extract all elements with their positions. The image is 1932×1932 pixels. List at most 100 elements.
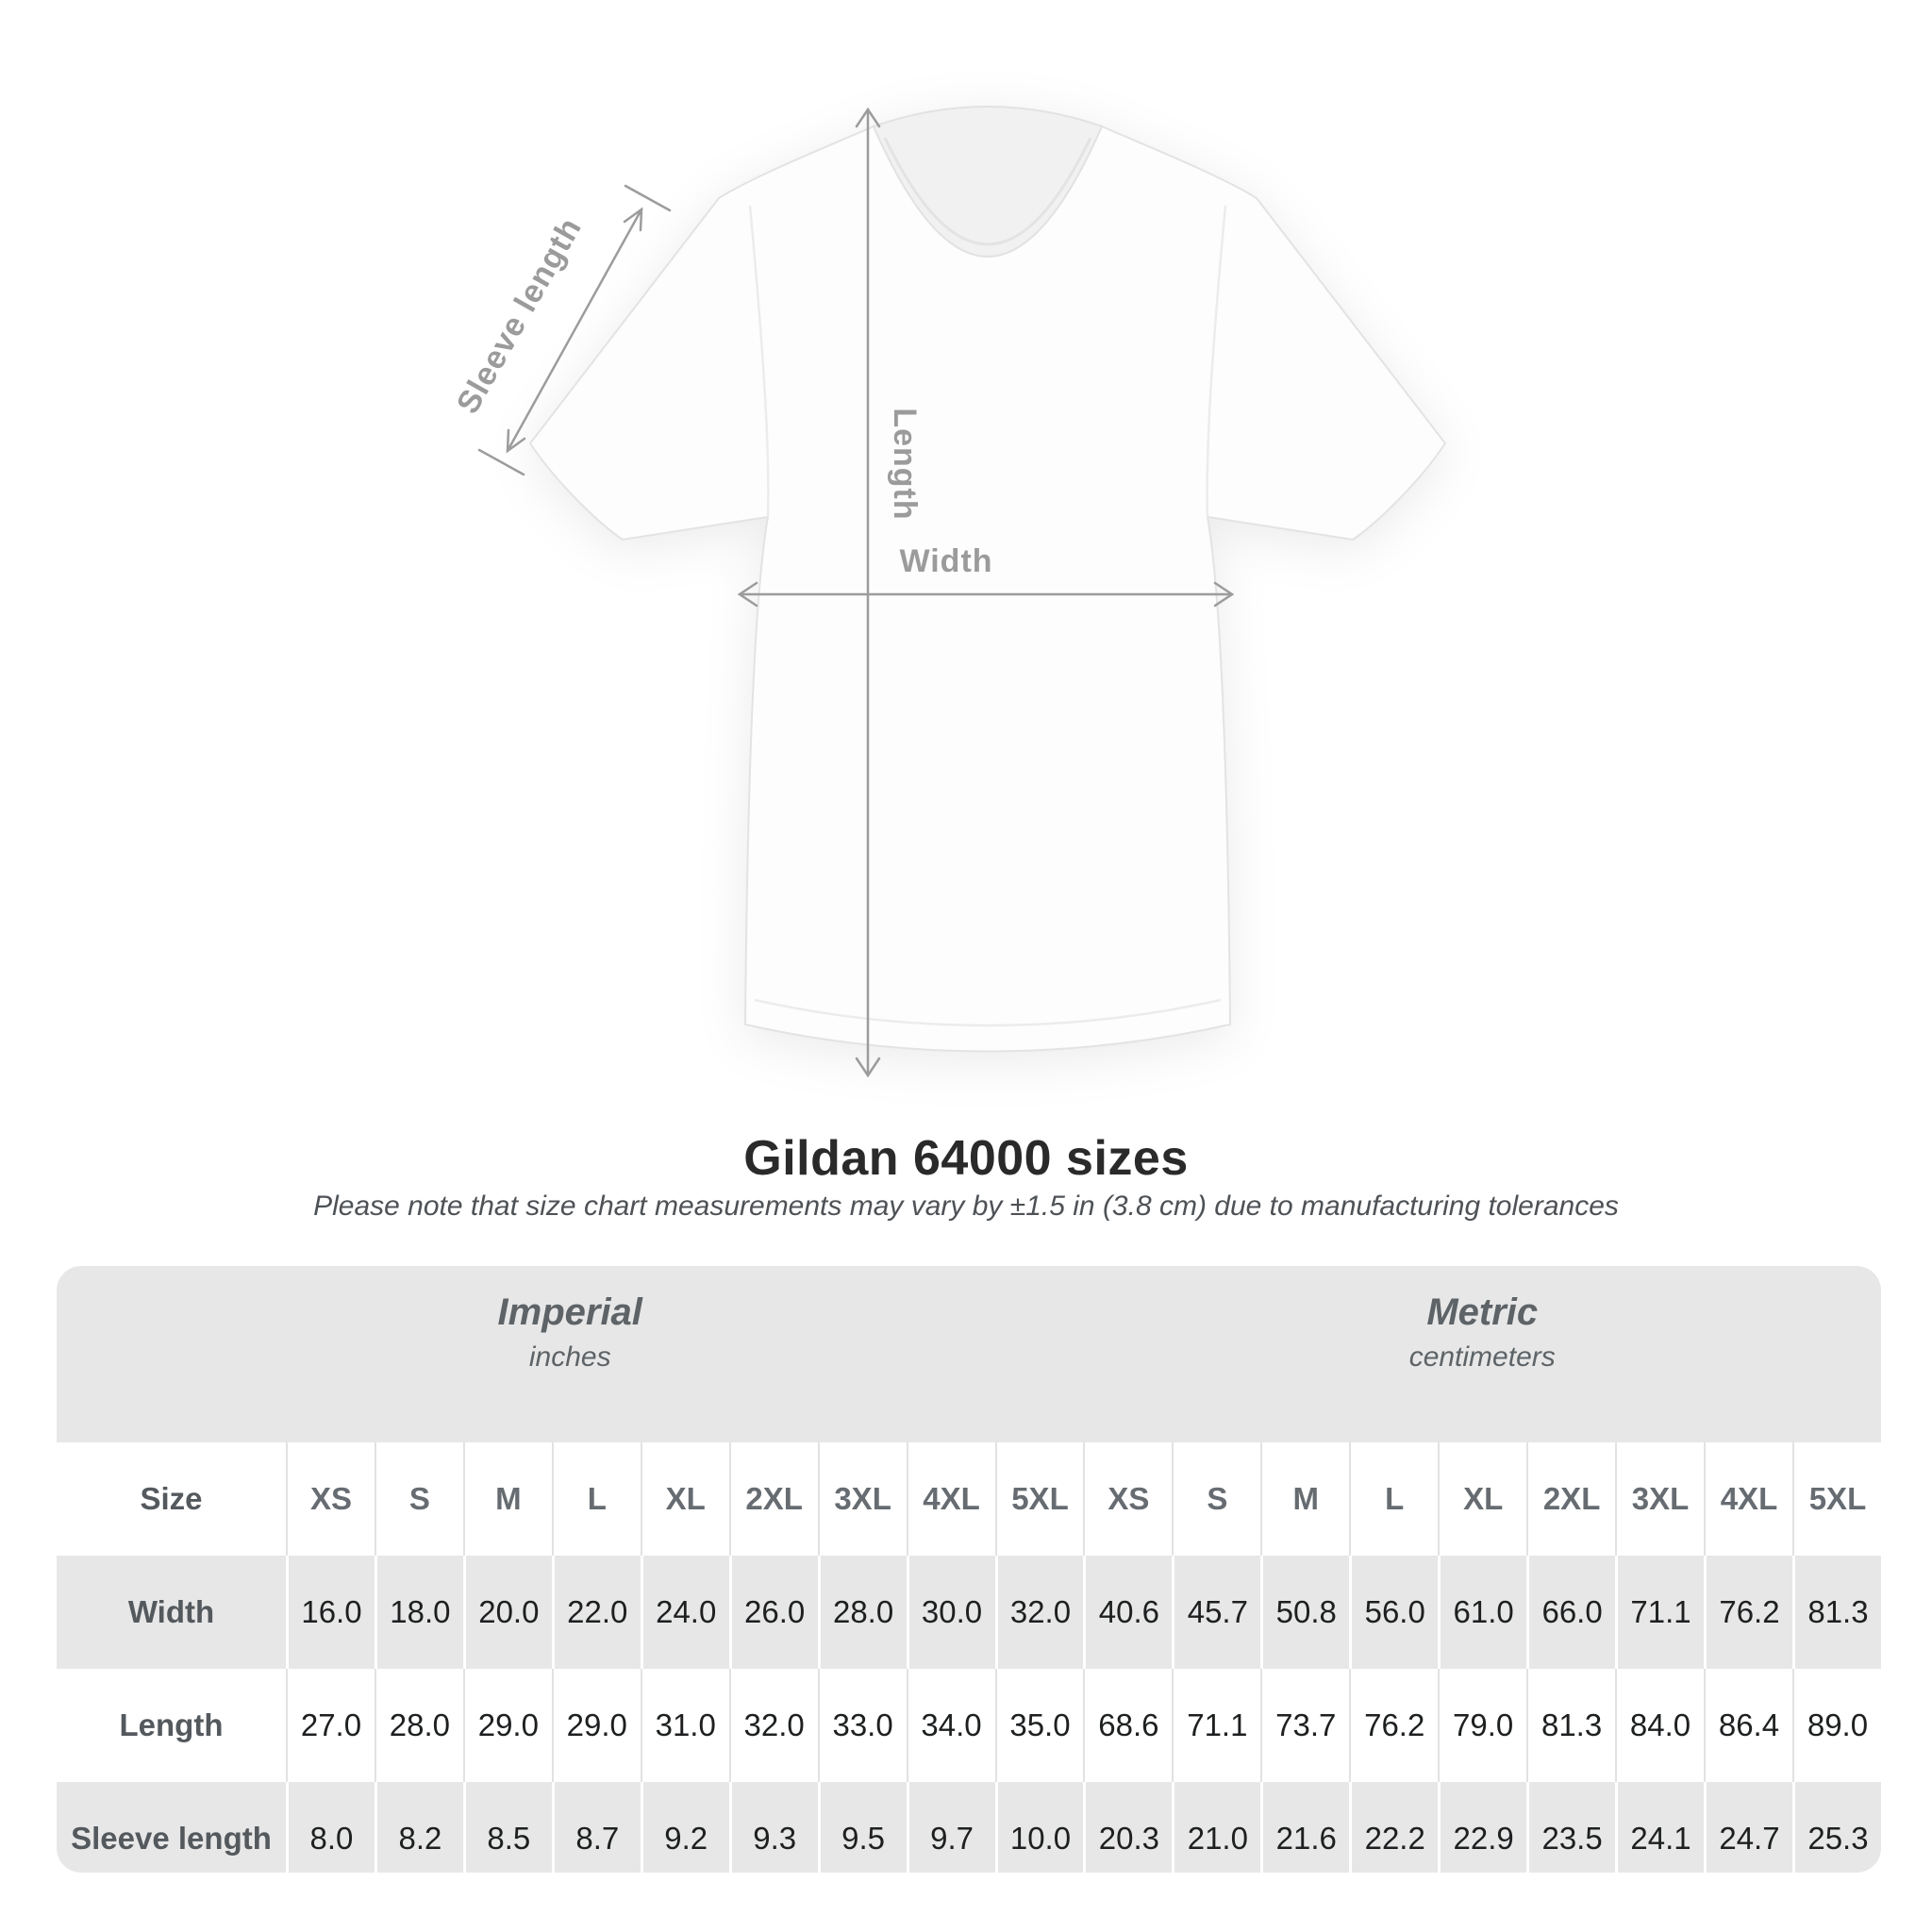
- row-label-width: Width: [127, 1594, 215, 1629]
- size-cell: 10.0: [994, 1782, 1084, 1873]
- tshirt-measurement-diagram: Length Width Sleeve length: [450, 106, 1447, 1078]
- size-cell: 24.0: [640, 1556, 729, 1669]
- size-cell: 22.2: [1349, 1782, 1438, 1873]
- page-title: Gildan 64000 sizes: [743, 1131, 1189, 1186]
- width-label: Width: [899, 543, 992, 579]
- imperial-group-header: Imperial inches: [57, 1266, 1084, 1442]
- length-row: Length 27.0 28.0 29.0 29.0 31.0 32.0 33.…: [57, 1669, 1881, 1782]
- size-col-header: 4XL: [1704, 1442, 1792, 1556]
- size-cell: 71.1: [1172, 1669, 1260, 1782]
- size-cell: 21.6: [1260, 1782, 1349, 1873]
- size-cell: 66.0: [1526, 1556, 1615, 1669]
- tshirt-right-sleeve-seam: [1206, 205, 1227, 518]
- tshirt-body: [528, 125, 1447, 1053]
- size-col-header: 3XL: [817, 1442, 907, 1556]
- size-cell: 9.2: [640, 1782, 729, 1873]
- size-col-header: 2XL: [728, 1442, 818, 1556]
- size-col-header: XL: [1438, 1442, 1526, 1556]
- size-col-header: XL: [640, 1442, 729, 1556]
- size-cell: 31.0: [640, 1669, 729, 1782]
- size-cell: 86.4: [1704, 1669, 1792, 1782]
- size-cell: 22.0: [551, 1556, 641, 1669]
- size-cell: 71.1: [1615, 1556, 1704, 1669]
- size-cell: 50.8: [1260, 1556, 1349, 1669]
- metric-group-unit: centimeters: [1408, 1341, 1556, 1373]
- size-cell: 24.7: [1704, 1782, 1792, 1873]
- size-cell: 8.7: [551, 1782, 641, 1873]
- size-cell: 32.0: [994, 1556, 1084, 1669]
- tshirt-left-sleeve-seam: [748, 205, 770, 518]
- length-arrowhead-bottom: [855, 1057, 881, 1078]
- size-cell: 81.3: [1526, 1669, 1615, 1782]
- width-arrowhead-left: [737, 581, 758, 608]
- size-cell: 84.0: [1615, 1669, 1704, 1782]
- size-col-header: L: [551, 1442, 641, 1556]
- size-col-header: L: [1349, 1442, 1438, 1556]
- size-cell: 34.0: [906, 1669, 995, 1782]
- imperial-group-label: Imperial: [497, 1291, 642, 1333]
- size-cell: 76.2: [1704, 1556, 1792, 1669]
- size-cell: 79.0: [1438, 1669, 1526, 1782]
- size-cell: 20.0: [462, 1556, 552, 1669]
- sleeve-extension-tick-bottom: [477, 448, 525, 476]
- size-col-header: 3XL: [1615, 1442, 1704, 1556]
- sleeve-arrowhead-top: [623, 207, 643, 232]
- tshirt-collar-opening: [872, 106, 1104, 258]
- size-col-header: 4XL: [906, 1442, 995, 1556]
- size-col-header: M: [462, 1442, 552, 1556]
- size-header-row: Size XS S M L XL 2XL 3XL 4XL 5XL XS S M …: [57, 1442, 1881, 1556]
- size-cell: 27.0: [286, 1669, 375, 1782]
- size-cell: 21.0: [1172, 1782, 1260, 1873]
- size-cell: 25.3: [1791, 1782, 1881, 1873]
- size-cell: 8.2: [374, 1782, 463, 1873]
- size-cell: 30.0: [906, 1556, 995, 1669]
- metric-group-label: Metric: [1426, 1291, 1539, 1333]
- tshirt-hem-stitch: [754, 998, 1222, 1027]
- size-cell: 20.3: [1083, 1782, 1172, 1873]
- size-col-header: 5XL: [1791, 1442, 1881, 1556]
- sleeve-length-label: Sleeve length: [450, 211, 589, 420]
- sleeve-arrowhead-bottom: [506, 428, 526, 454]
- size-cell: 23.5: [1526, 1782, 1615, 1873]
- size-col-header: S: [1172, 1442, 1260, 1556]
- size-cell: 9.3: [728, 1782, 818, 1873]
- length-label: Length: [887, 408, 923, 520]
- size-cell: 18.0: [374, 1556, 463, 1669]
- length-arrowhead-top: [855, 107, 881, 128]
- size-cell: 29.0: [551, 1669, 641, 1782]
- sleeve-extension-tick-top: [624, 184, 672, 212]
- size-cell: 35.0: [994, 1669, 1084, 1782]
- row-label-sleeve-length: Sleeve length: [71, 1821, 272, 1856]
- imperial-group-unit: inches: [528, 1341, 611, 1373]
- size-cell: 29.0: [462, 1669, 552, 1782]
- unit-group-header-row: Imperial inches Metric centimeters: [57, 1266, 1881, 1442]
- size-chart-table: Imperial inches Metric centimeters Size …: [57, 1266, 1881, 1873]
- size-cell: 40.6: [1083, 1556, 1172, 1669]
- tshirt-graphic: [528, 106, 1447, 1053]
- size-chart-table-container: Imperial inches Metric centimeters Size …: [57, 1266, 1881, 1873]
- size-cell: 89.0: [1791, 1669, 1881, 1782]
- tolerance-note: Please note that size chart measurements…: [313, 1191, 1619, 1222]
- size-cell: 16.0: [286, 1556, 375, 1669]
- width-arrowhead-right: [1213, 581, 1235, 608]
- size-cell: 9.5: [817, 1782, 907, 1873]
- size-col-header: XS: [286, 1442, 375, 1556]
- tshirt-collar-band: [883, 137, 1092, 246]
- size-cell: 76.2: [1349, 1669, 1438, 1782]
- width-row: Width 16.0 18.0 20.0 22.0 24.0 26.0 28.0…: [57, 1556, 1881, 1669]
- size-cell: 8.0: [286, 1782, 375, 1873]
- size-cell: 33.0: [817, 1669, 907, 1782]
- size-cell: 24.1: [1615, 1782, 1704, 1873]
- size-cell: 68.6: [1083, 1669, 1172, 1782]
- size-cell: 8.5: [462, 1782, 552, 1873]
- size-cell: 45.7: [1172, 1556, 1260, 1669]
- size-col-header: S: [374, 1442, 463, 1556]
- size-cell: 81.3: [1791, 1556, 1881, 1669]
- metric-group-header: Metric centimeters: [1083, 1266, 1881, 1442]
- size-cell: 26.0: [728, 1556, 818, 1669]
- size-cell: 28.0: [374, 1669, 463, 1782]
- size-col-header: M: [1260, 1442, 1349, 1556]
- size-corner-label: Size: [140, 1481, 203, 1516]
- size-cell: 61.0: [1438, 1556, 1526, 1669]
